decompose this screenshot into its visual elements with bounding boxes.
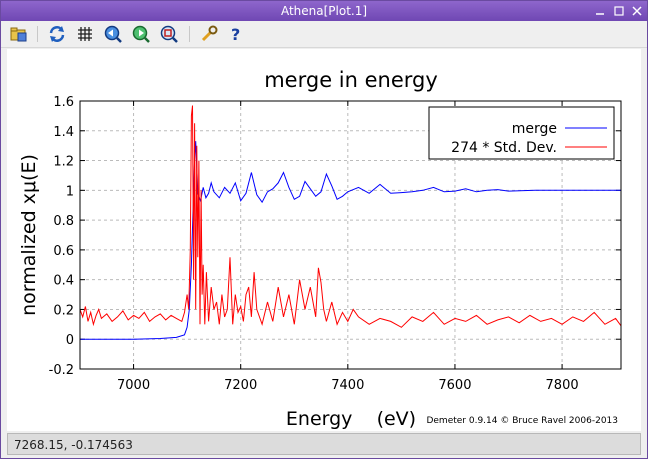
x-tick-label: 7000 — [117, 378, 150, 393]
zoom-fit-icon[interactable] — [159, 24, 179, 44]
minimize-icon[interactable] — [594, 5, 606, 17]
toolbar: ? — [1, 21, 647, 48]
toolbar-separator — [37, 26, 38, 42]
window-title: Athena[Plot.1] — [280, 4, 368, 18]
zoom-out-icon[interactable] — [131, 24, 151, 44]
x-tick-label: 7200 — [224, 378, 257, 393]
y-tick-label: -0.2 — [49, 363, 74, 378]
y-tick-label: 1.2 — [53, 155, 74, 170]
x-tick-label: 7600 — [438, 378, 471, 393]
close-icon[interactable] — [631, 5, 643, 17]
y-tick-label: 1.6 — [53, 95, 74, 110]
plot-frame — [79, 100, 622, 370]
restore-icon[interactable] — [613, 5, 625, 17]
legend-box — [428, 106, 615, 160]
cursor-coordinates: 7268.15, -0.174563 — [14, 438, 133, 452]
chart-title: merge in energy — [264, 68, 438, 92]
settings-icon[interactable] — [199, 24, 219, 44]
help-icon[interactable]: ? — [227, 24, 247, 44]
y-tick-label: 0.4 — [53, 274, 74, 289]
x-axis-label: Energy (eV) — [286, 408, 416, 430]
y-tick-label: 0.6 — [53, 244, 74, 259]
y-tick-label: 1.4 — [53, 125, 74, 140]
chart-legend: merge 274 * Std. Dev. — [428, 106, 615, 160]
x-tick-label: 7400 — [331, 378, 364, 393]
legend-label-stddev: 274 * Std. Dev. — [451, 140, 557, 156]
y-tick-label: 1 — [66, 184, 74, 199]
chart-ticks: -0.2 0 0.2 0.4 0.6 0.8 1 1.2 1.4 1.6 7000 7200 7400 7… — [49, 95, 621, 393]
chart-svg[interactable]: merge in energy -0.2 0 0.2 0.4 0.6 0.8 1 1.2 1.4… — [7, 49, 641, 431]
zoom-in-icon[interactable] — [103, 24, 123, 44]
plot-canvas[interactable]: merge in energy -0.2 0 0.2 0.4 0.6 0.8 1 1.2 1.4… — [7, 49, 641, 431]
credit-text: Demeter 0.9.14 © Bruce Ravel 2006-2013 — [426, 416, 618, 426]
chart-series — [79, 105, 622, 340]
y-tick-label: 0 — [66, 333, 74, 348]
toolbar-separator — [189, 26, 190, 42]
y-tick-label: 0.2 — [53, 303, 74, 318]
y-tick-label: 0.8 — [53, 214, 74, 229]
refresh-icon[interactable] — [47, 24, 67, 44]
series-line-stddev — [79, 105, 622, 328]
grid-icon[interactable] — [75, 24, 95, 44]
y-axis-label: normalized xμ(E) — [18, 154, 40, 316]
legend-label-merge: merge — [512, 121, 557, 137]
title-bar[interactable]: Athena[Plot.1] — [1, 1, 647, 21]
open-icon[interactable] — [9, 24, 29, 44]
svg-text:?: ? — [231, 25, 240, 44]
status-bar: 7268.15, -0.174563 — [7, 433, 641, 455]
x-tick-label: 7800 — [546, 378, 579, 393]
